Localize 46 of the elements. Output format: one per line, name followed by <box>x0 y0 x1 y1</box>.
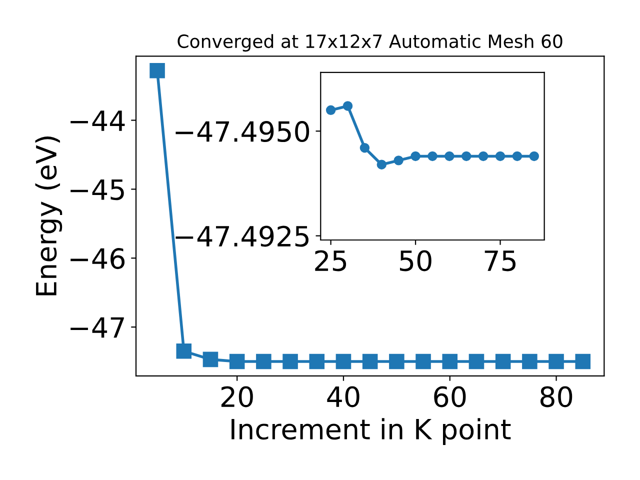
point <box>575 354 591 370</box>
x-tick-label: 75 <box>484 250 516 272</box>
point <box>468 354 484 370</box>
y-tick-label: −47 <box>70 317 124 338</box>
x-tick-label: 20 <box>221 386 253 408</box>
point <box>478 151 488 162</box>
point <box>360 143 370 153</box>
point <box>512 151 522 162</box>
y-tick-label: −46 <box>70 248 125 270</box>
point <box>416 354 431 370</box>
x-tick-label: 80 <box>540 386 572 408</box>
point <box>522 354 538 370</box>
point <box>495 151 506 162</box>
chart-title: Converged at 17x12x7 Automatic Mesh 60 <box>178 34 562 52</box>
point <box>150 62 165 78</box>
point <box>389 354 404 370</box>
y-axis-title: Energy (eV) <box>35 136 62 296</box>
point <box>548 354 564 370</box>
point <box>410 151 420 162</box>
point <box>444 151 454 162</box>
point <box>495 354 511 370</box>
y-tick-label: −47.4925 <box>176 226 308 247</box>
x-tick-label: 25 <box>315 250 346 272</box>
point <box>336 354 352 370</box>
y-tick-label: −45 <box>70 179 124 200</box>
point <box>376 160 387 170</box>
point <box>529 151 540 162</box>
x-tick-label: 60 <box>434 386 466 408</box>
x-tick-label: 50 <box>400 250 432 272</box>
point <box>394 156 404 166</box>
point <box>428 151 438 162</box>
point <box>256 354 272 370</box>
x-axis-title: Increment in K point <box>232 418 511 446</box>
point <box>326 105 336 116</box>
point <box>176 344 192 359</box>
y-tick-label: −47.4950 <box>176 121 310 142</box>
point <box>282 354 298 370</box>
x-tick-label: 40 <box>327 386 360 408</box>
point <box>342 101 353 111</box>
point <box>442 354 458 370</box>
point <box>362 354 378 370</box>
y-tick-label: −44 <box>70 110 125 131</box>
point <box>462 151 472 162</box>
point <box>309 354 325 370</box>
point <box>202 352 218 368</box>
point <box>229 354 245 370</box>
